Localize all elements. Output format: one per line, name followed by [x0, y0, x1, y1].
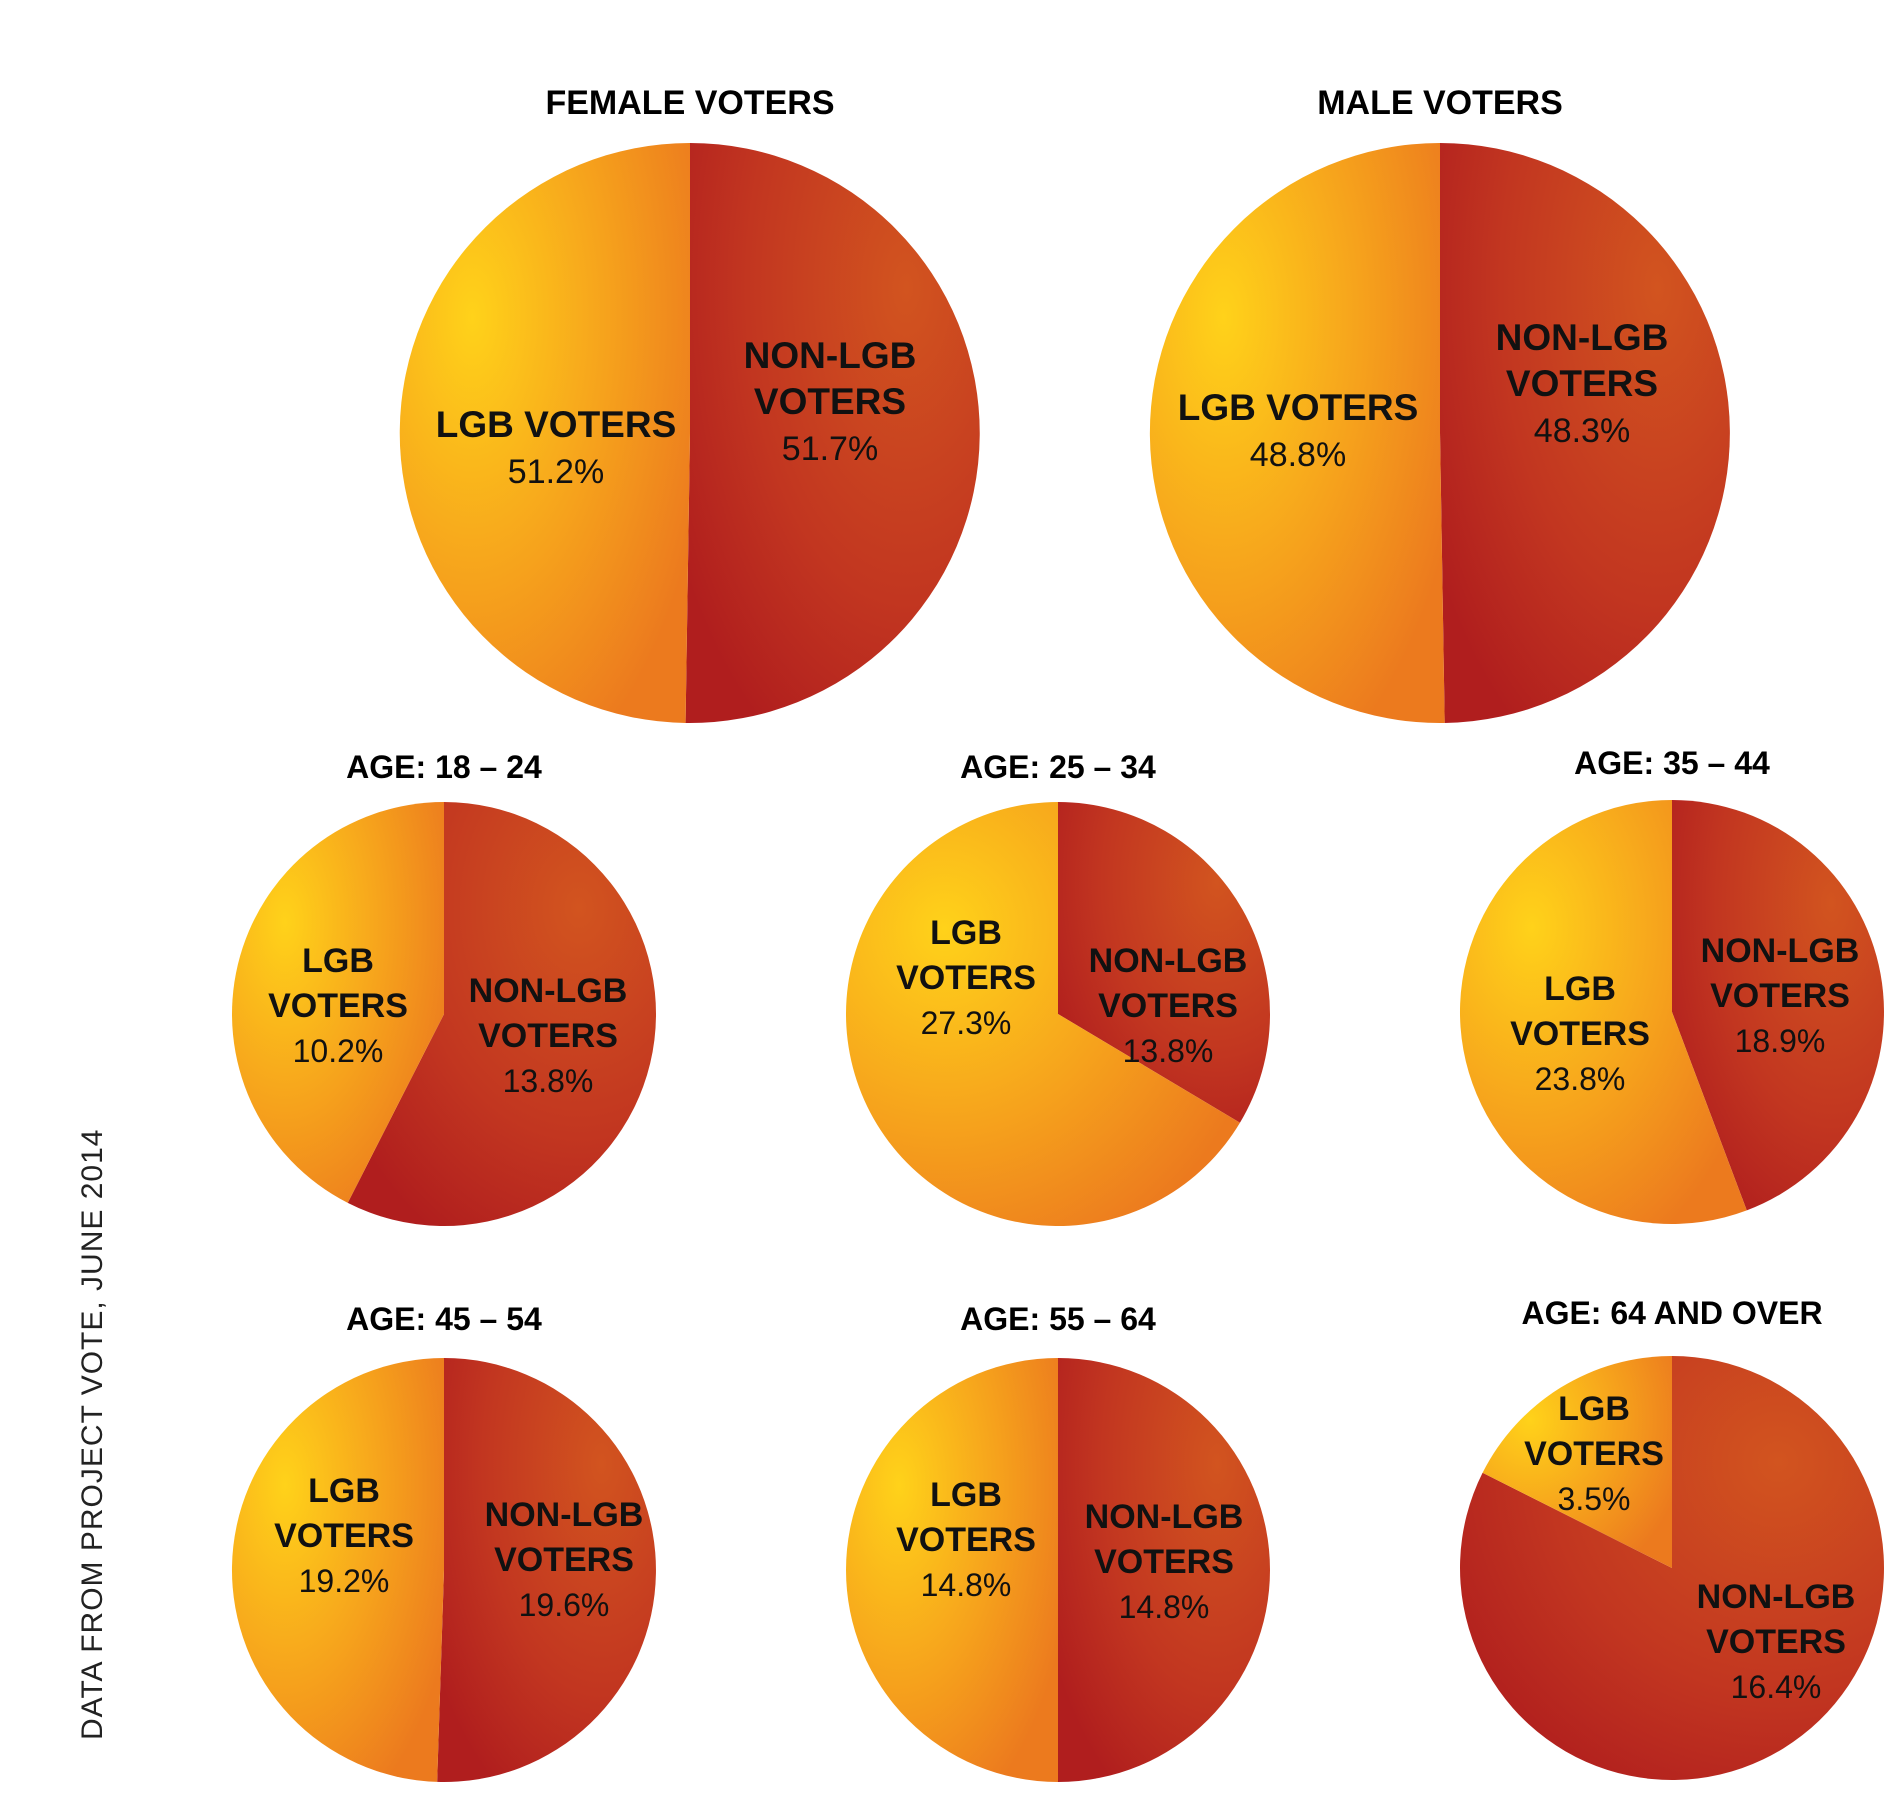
slice-name-non-lgb-age-55-64: NON-LGB: [1085, 1498, 1244, 1536]
pie-title-age-55-64: AGE: 55 – 64: [960, 1301, 1156, 1337]
slice-value-lgb-age-55-64: 14.8%: [921, 1567, 1012, 1603]
pie-label-lgb-age-35-44: LGB VOTERS 23.8%: [1510, 970, 1650, 1097]
slice-name-lgb-age-64-and-over: LGB: [1558, 1390, 1630, 1428]
slice-value-non-lgb-female-voters: 51.7%: [782, 430, 878, 468]
slice-name-non-lgb-female-voters: VOTERS: [754, 381, 906, 422]
pie-chart-male-voters: MALE VOTERS NON-LGB VOTERS 48.3% LGB VOTERS 4…: [1149, 84, 1730, 723]
slice-value-lgb-age-45-54: 19.2%: [299, 1563, 390, 1599]
pie-label-lgb-female-voters: LGB VOTERS 51.2%: [436, 404, 677, 491]
pie-label-non-lgb-age-64-and-over: NON-LGB VOTERS 16.4%: [1697, 1578, 1856, 1705]
slice-name-non-lgb-age-35-44: NON-LGB: [1701, 932, 1860, 970]
pie-slice-non-lgb-age-35-44: [1672, 800, 1884, 1211]
slice-name-lgb-age-64-and-over: VOTERS: [1524, 1435, 1664, 1473]
slice-name-non-lgb-male-voters: VOTERS: [1506, 363, 1658, 404]
slice-name-non-lgb-age-18-24: NON-LGB: [469, 972, 628, 1010]
pie-label-lgb-age-25-34: LGB VOTERS 27.3%: [896, 914, 1036, 1041]
pie-slice-non-lgb-age-55-64: [1058, 1358, 1270, 1782]
pie-label-lgb-age-55-64: LGB VOTERS 14.8%: [896, 1476, 1036, 1603]
pie-label-non-lgb-age-45-54: NON-LGB VOTERS 19.6%: [485, 1496, 644, 1623]
slice-value-lgb-female-voters: 51.2%: [508, 453, 604, 491]
pie-label-non-lgb-age-35-44: NON-LGB VOTERS 18.9%: [1701, 932, 1860, 1059]
slice-name-lgb-age-25-34: VOTERS: [896, 959, 1036, 997]
pie-slice-lgb-age-55-64: [846, 1358, 1058, 1782]
slice-name-non-lgb-age-45-54: NON-LGB: [485, 1496, 644, 1534]
slice-name-non-lgb-age-35-44: VOTERS: [1710, 977, 1850, 1015]
slice-name-lgb-male-voters: LGB VOTERS: [1178, 387, 1419, 428]
slice-name-lgb-age-25-34: LGB: [930, 914, 1002, 952]
pie-title-age-18-24: AGE: 18 – 24: [346, 749, 542, 785]
pie-chart-age-35-44: AGE: 35 – 44 NON-LGB VOTERS 18.9% LGB VOTERS 2…: [1459, 745, 1884, 1224]
slice-name-lgb-age-18-24: LGB: [302, 942, 374, 980]
pie-chart-female-voters: FEMALE VOTERS NON-LGB VOTERS 51.7% LGB VOTER…: [399, 84, 980, 723]
pie-label-non-lgb-age-18-24: NON-LGB VOTERS 13.8%: [469, 972, 628, 1099]
pie-title-age-35-44: AGE: 35 – 44: [1574, 745, 1770, 781]
pie-slice-non-lgb-age-64-and-over: [1460, 1356, 1885, 1780]
slice-value-non-lgb-age-25-34: 13.8%: [1123, 1033, 1214, 1069]
pie-slice-non-lgb-age-25-34: [1058, 801, 1271, 1123]
pie-chart-age-45-54: AGE: 45 – 54 NON-LGB VOTERS 19.6% LGB VOTERS 1…: [231, 1301, 656, 1782]
slice-name-non-lgb-male-voters: NON-LGB: [1496, 317, 1669, 358]
slice-value-lgb-age-35-44: 23.8%: [1535, 1061, 1626, 1097]
pie-title-age-45-54: AGE: 45 – 54: [346, 1301, 542, 1337]
slice-value-lgb-male-voters: 48.8%: [1250, 436, 1346, 474]
pie-label-lgb-male-voters: LGB VOTERS 48.8%: [1178, 387, 1419, 474]
slice-name-lgb-age-55-64: LGB: [930, 1476, 1002, 1514]
pie-chart-age-18-24: AGE: 18 – 24 NON-LGB VOTERS 13.8% LGB VOTERS 1…: [232, 749, 657, 1226]
pie-slice-lgb-female-voters: [399, 142, 690, 723]
slice-value-non-lgb-age-18-24: 13.8%: [503, 1063, 594, 1099]
slice-name-non-lgb-age-55-64: VOTERS: [1094, 1543, 1234, 1581]
pie-title-age-25-34: AGE: 25 – 34: [960, 749, 1156, 785]
slice-name-non-lgb-age-18-24: VOTERS: [478, 1017, 618, 1055]
pie-slice-lgb-age-35-44: [1459, 799, 1747, 1224]
data-source-note: DATA FROM PROJECT VOTE, JUNE 2014: [76, 1128, 109, 1740]
pie-slice-lgb-male-voters: [1149, 142, 1445, 723]
pie-slice-non-lgb-age-18-24: [347, 802, 657, 1226]
pie-slice-lgb-age-18-24: [232, 802, 444, 1203]
pie-label-lgb-age-45-54: LGB VOTERS 19.2%: [274, 1472, 414, 1599]
pie-label-non-lgb-age-25-34: NON-LGB VOTERS 13.8%: [1089, 942, 1248, 1069]
pie-chart-age-25-34: AGE: 25 – 34 NON-LGB VOTERS 13.8% LGB VOTERS 2…: [846, 749, 1271, 1226]
slice-name-lgb-age-35-44: VOTERS: [1510, 1015, 1650, 1053]
slice-value-non-lgb-age-55-64: 14.8%: [1119, 1589, 1210, 1625]
slice-name-lgb-age-45-54: VOTERS: [274, 1517, 414, 1555]
pie-title-age-64-and-over: AGE: 64 AND OVER: [1521, 1295, 1822, 1331]
slice-value-lgb-age-25-34: 27.3%: [921, 1005, 1012, 1041]
pie-title-female-voters: FEMALE VOTERS: [545, 84, 834, 122]
pie-slice-lgb-age-45-54: [231, 1358, 444, 1782]
slice-value-non-lgb-age-35-44: 18.9%: [1735, 1023, 1826, 1059]
pie-label-lgb-age-64-and-over: LGB VOTERS 3.5%: [1524, 1390, 1664, 1517]
pie-slice-non-lgb-female-voters: [685, 143, 980, 723]
slice-name-lgb-age-45-54: LGB: [308, 1472, 380, 1510]
slice-value-lgb-age-18-24: 10.2%: [293, 1033, 384, 1069]
slice-name-lgb-female-voters: LGB VOTERS: [436, 404, 677, 445]
slice-name-non-lgb-age-25-34: VOTERS: [1098, 987, 1238, 1025]
slice-value-non-lgb-age-45-54: 19.6%: [519, 1587, 610, 1623]
pie-label-lgb-age-18-24: LGB VOTERS 10.2%: [268, 942, 408, 1069]
slice-name-non-lgb-age-25-34: NON-LGB: [1089, 942, 1248, 980]
slice-name-non-lgb-age-64-and-over: VOTERS: [1706, 1623, 1846, 1661]
slice-value-non-lgb-male-voters: 48.3%: [1534, 412, 1630, 450]
slice-name-lgb-age-35-44: LGB: [1544, 970, 1616, 1008]
slice-name-non-lgb-age-64-and-over: NON-LGB: [1697, 1578, 1856, 1616]
slice-value-lgb-age-64-and-over: 3.5%: [1558, 1481, 1631, 1517]
slice-name-lgb-age-18-24: VOTERS: [268, 987, 408, 1025]
slice-name-non-lgb-female-voters: NON-LGB: [744, 335, 917, 376]
pie-slice-lgb-age-25-34: [846, 802, 1240, 1226]
pie-label-non-lgb-female-voters: NON-LGB VOTERS 51.7%: [744, 335, 917, 468]
pie-label-non-lgb-age-55-64: NON-LGB VOTERS 14.8%: [1085, 1498, 1244, 1625]
pie-chart-age-64-and-over: AGE: 64 AND OVER NON-LGB VOTERS 16.4% LGB VOT…: [1460, 1295, 1885, 1780]
slice-name-lgb-age-55-64: VOTERS: [896, 1521, 1036, 1559]
pie-slice-non-lgb-age-45-54: [437, 1358, 656, 1782]
pie-chart-age-55-64: AGE: 55 – 64 NON-LGB VOTERS 14.8% LGB VOTERS 1…: [846, 1301, 1270, 1782]
pie-label-non-lgb-male-voters: NON-LGB VOTERS 48.3%: [1496, 317, 1669, 450]
pie-title-male-voters: MALE VOTERS: [1317, 84, 1563, 122]
slice-value-non-lgb-age-64-and-over: 16.4%: [1731, 1669, 1822, 1705]
pie-slice-lgb-age-64-and-over: [1482, 1356, 1672, 1568]
pie-slice-non-lgb-male-voters: [1440, 143, 1730, 723]
slice-name-non-lgb-age-45-54: VOTERS: [494, 1541, 634, 1579]
